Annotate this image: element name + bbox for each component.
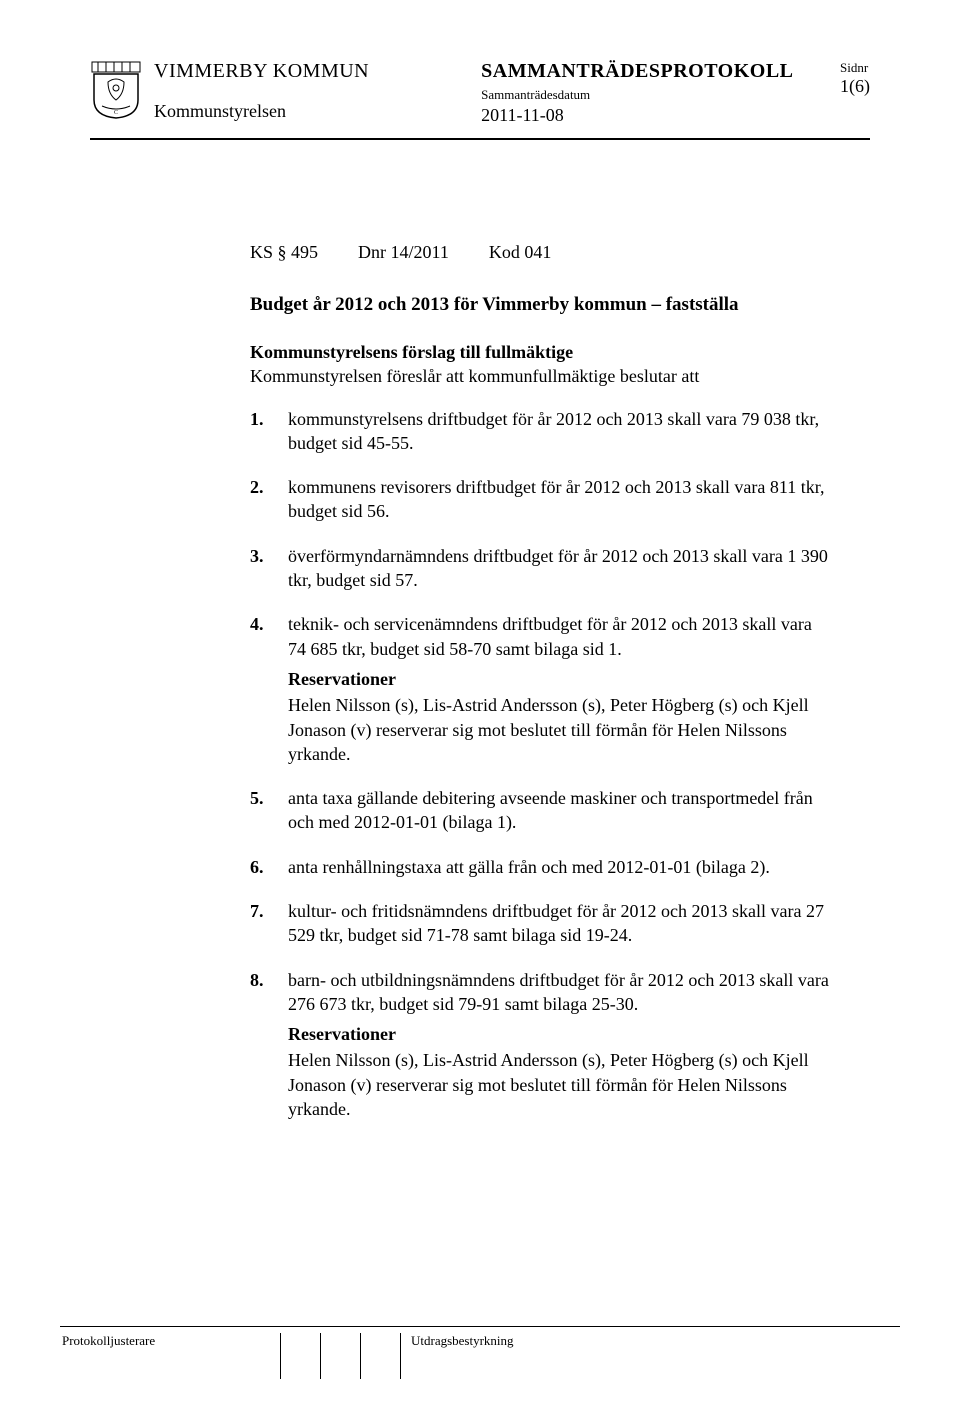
item-content: kultur- och fritidsnämndens driftbudget … [288,899,830,948]
decision-item: 4.teknik- och servicenämndens driftbudge… [250,612,830,766]
item-content: teknik- och servicenämndens driftbudget … [288,612,830,766]
intro-block: Kommunstyrelsens förslag till fullmäktig… [250,340,830,389]
reservation-block: ReservationerHelen Nilsson (s), Lis-Astr… [288,1022,830,1121]
item-number: 4. [250,612,278,766]
footer-sign-slot [360,1333,400,1379]
reservation-heading: Reservationer [288,1022,830,1046]
org-block: VIMMERBY KOMMUN Kommunstyrelsen [154,60,471,122]
item-content: anta taxa gällande debitering avseende m… [288,786,830,835]
item-content: anta renhållningstaxa att gälla från och… [288,855,830,879]
footer-left-label: Protokolljusterare [60,1333,280,1379]
footer-right-label: Utdragsbestyrkning [400,1333,900,1379]
item-text: överförmyndarnämndens driftbudget för år… [288,544,830,593]
sidnr-label: Sidnr [840,60,870,76]
item-text: kommunens revisorers driftbudget för år … [288,475,830,524]
proposal-heading: Kommunstyrelsens förslag till fullmäktig… [250,340,830,364]
reservation-text: Helen Nilsson (s), Lis-Astrid Andersson … [288,693,830,766]
footer: Protokolljusterare Utdragsbestyrkning [60,1326,900,1379]
footer-row: Protokolljusterare Utdragsbestyrkning [60,1333,900,1379]
item-text: anta renhållningstaxa att gälla från och… [288,855,830,879]
item-content: kommunstyrelsens driftbudget för år 2012… [288,407,830,456]
page-number: 1(6) [840,76,870,97]
item-number: 7. [250,899,278,948]
doc-type-title: SAMMANTRÄDESPROTOKOLL [481,60,830,83]
decision-item: 5.anta taxa gällande debitering avseende… [250,786,830,835]
reservation-block: ReservationerHelen Nilsson (s), Lis-Astr… [288,667,830,766]
item-number: 8. [250,968,278,1122]
decision-item: 1.kommunstyrelsens driftbudget för år 20… [250,407,830,456]
kod-ref: Kod 041 [489,240,552,264]
footer-sign-slot [320,1333,360,1379]
decision-item: 7.kultur- och fritidsnämndens driftbudge… [250,899,830,948]
crest-icon: C [90,60,142,120]
ks-ref: KS § 495 [250,240,318,264]
reservation-text: Helen Nilsson (s), Lis-Astrid Andersson … [288,1048,830,1121]
svg-text:C: C [114,110,118,116]
org-name: VIMMERBY KOMMUN [154,60,471,83]
item-text: barn- och utbildningsnämndens driftbudge… [288,968,830,1017]
item-text: teknik- och servicenämndens driftbudget … [288,612,830,661]
decision-item: 3.överförmyndarnämndens driftbudget för … [250,544,830,593]
item-number: 5. [250,786,278,835]
page-number-block: Sidnr 1(6) [840,60,870,97]
title-block: SAMMANTRÄDESPROTOKOLL Sammanträdesdatum … [481,60,830,126]
item-number: 3. [250,544,278,593]
decision-item: 2.kommunens revisorers driftbudget för å… [250,475,830,524]
reference-line: KS § 495 Dnr 14/2011 Kod 041 [250,240,830,264]
footer-sign-slot [280,1333,320,1379]
decision-item: 6. anta renhållningstaxa att gälla från o… [250,855,830,879]
item-number: 6. [250,855,278,879]
item-content: kommunens revisorers driftbudget för år … [288,475,830,524]
item-number: 1. [250,407,278,456]
meeting-date: 2011-11-08 [481,105,830,126]
item-number: 2. [250,475,278,524]
reservation-heading: Reservationer [288,667,830,691]
sub-org: Kommunstyrelsen [154,101,471,122]
item-content: barn- och utbildningsnämndens driftbudge… [288,968,830,1122]
intro-text: Kommunstyrelsen föreslår att kommunfullm… [250,364,830,388]
footer-rule [60,1326,900,1327]
page: C VIMMERBY KOMMUN Kommunstyrelsen SAMMAN… [0,0,960,1413]
item-text: anta taxa gällande debitering avseende m… [288,786,830,835]
item-text: kultur- och fritidsnämndens driftbudget … [288,899,830,948]
decision-list: 1.kommunstyrelsens driftbudget för år 20… [250,407,830,1122]
doc-subtitle: Sammanträdesdatum [481,87,830,103]
header-rule [90,138,870,140]
header: C VIMMERBY KOMMUN Kommunstyrelsen SAMMAN… [90,60,870,126]
body: KS § 495 Dnr 14/2011 Kod 041 Budget år 2… [250,240,830,1121]
item-text: kommunstyrelsens driftbudget för år 2012… [288,407,830,456]
header-columns: VIMMERBY KOMMUN Kommunstyrelsen SAMMANTR… [154,60,870,126]
item-content: överförmyndarnämndens driftbudget för år… [288,544,830,593]
decision-item: 8.barn- och utbildningsnämndens driftbud… [250,968,830,1122]
dnr-ref: Dnr 14/2011 [358,240,449,264]
document-title: Budget år 2012 och 2013 för Vimmerby kom… [250,292,830,318]
